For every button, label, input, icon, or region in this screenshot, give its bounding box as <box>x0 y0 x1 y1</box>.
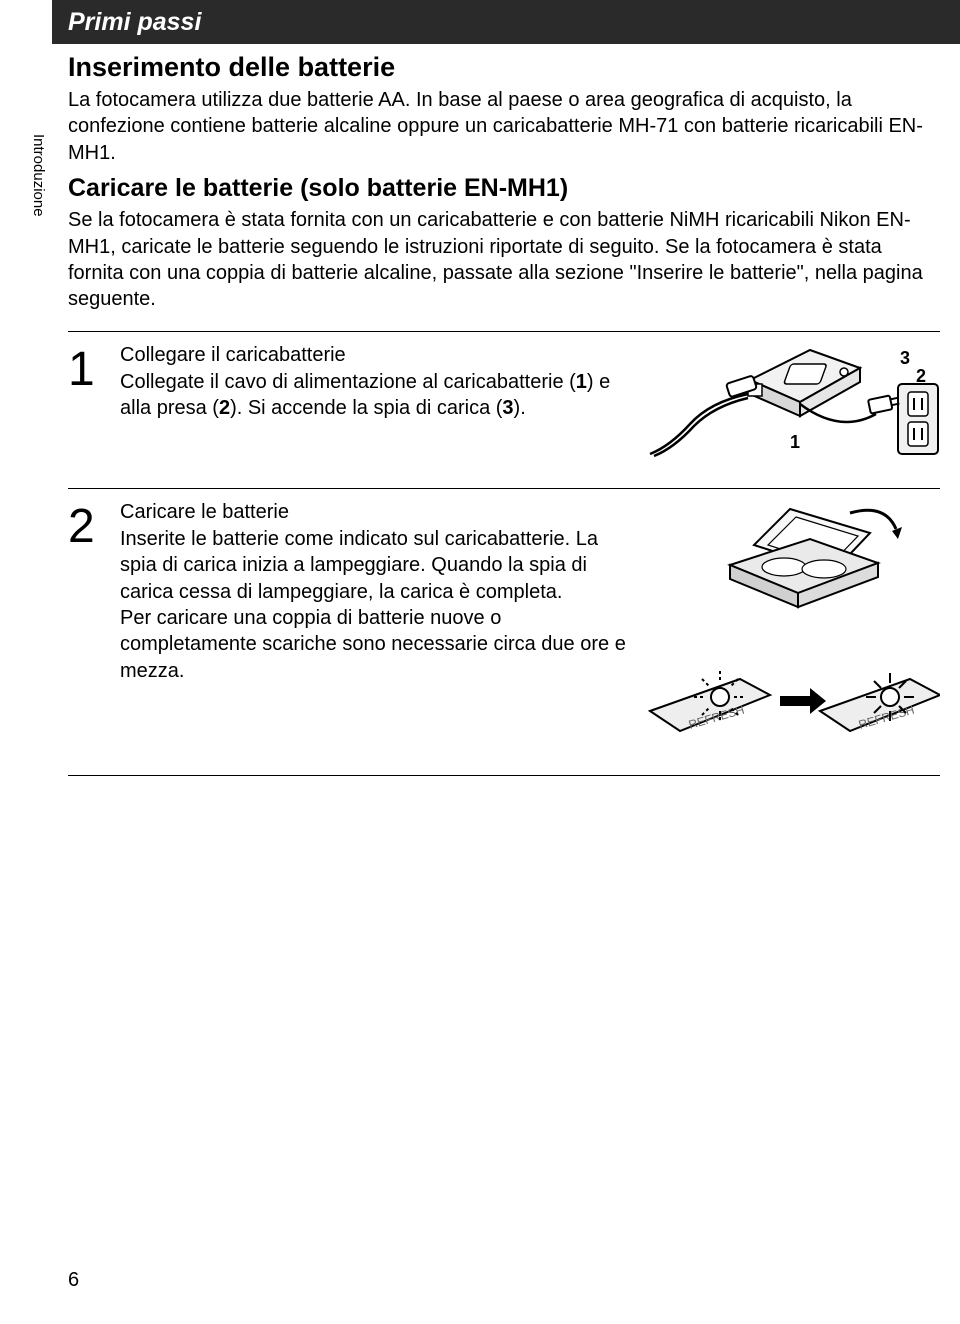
page-content: Inserimento delle batterie La fotocamera… <box>68 52 940 776</box>
step-body-ref: 2 <box>219 397 230 419</box>
step-number: 1 <box>68 344 120 474</box>
step-row: 1 Collegare il caricabatterie Collegate … <box>68 331 940 489</box>
chapter-bar: Primi passi <box>52 0 960 44</box>
step-row: 2 Caricare le batterie Inserite le batte… <box>68 488 940 776</box>
svg-text:1: 1 <box>790 432 800 452</box>
step-body-part: Collegate il cavo di alimentazione al ca… <box>120 371 576 393</box>
svg-text:3: 3 <box>900 348 910 368</box>
step-body-ref: 3 <box>502 397 513 419</box>
step-illustration: 3 2 <box>640 344 940 474</box>
charger-cable-icon: 3 2 <box>640 344 940 474</box>
step-illustration: REFRESH <box>640 501 940 761</box>
step-body-ref: 1 <box>576 371 587 393</box>
subsection-title: Caricare le batterie (solo batterie EN-M… <box>68 174 940 203</box>
step-body-part: ). Si accende la spia di carica ( <box>230 397 502 419</box>
step-heading: Caricare le batterie <box>120 501 630 524</box>
charger-insert-icon: REFRESH <box>640 501 940 761</box>
step-body: Collegate il cavo di alimentazione al ca… <box>120 369 630 422</box>
side-tab-label: Introduzione <box>30 134 47 217</box>
page-number: 6 <box>68 1269 79 1292</box>
step-body-part: ). <box>514 397 526 419</box>
chapter-title: Primi passi <box>68 8 201 37</box>
step-body-part: Inserite le batterie come indicato sul c… <box>120 528 626 682</box>
step-number: 2 <box>68 501 120 761</box>
section-title: Inserimento delle batterie <box>68 52 940 83</box>
step-text: Caricare le batterie Inserite le batteri… <box>120 501 640 761</box>
step-heading: Collegare il caricabatterie <box>120 344 630 367</box>
subsection-body: Se la fotocamera è stata fornita con un … <box>68 207 940 313</box>
step-text: Collegare il caricabatterie Collegate il… <box>120 344 640 474</box>
section-intro: La fotocamera utilizza due batterie AA. … <box>68 87 940 166</box>
step-body: Inserite le batterie come indicato sul c… <box>120 526 630 684</box>
svg-text:2: 2 <box>916 366 926 386</box>
